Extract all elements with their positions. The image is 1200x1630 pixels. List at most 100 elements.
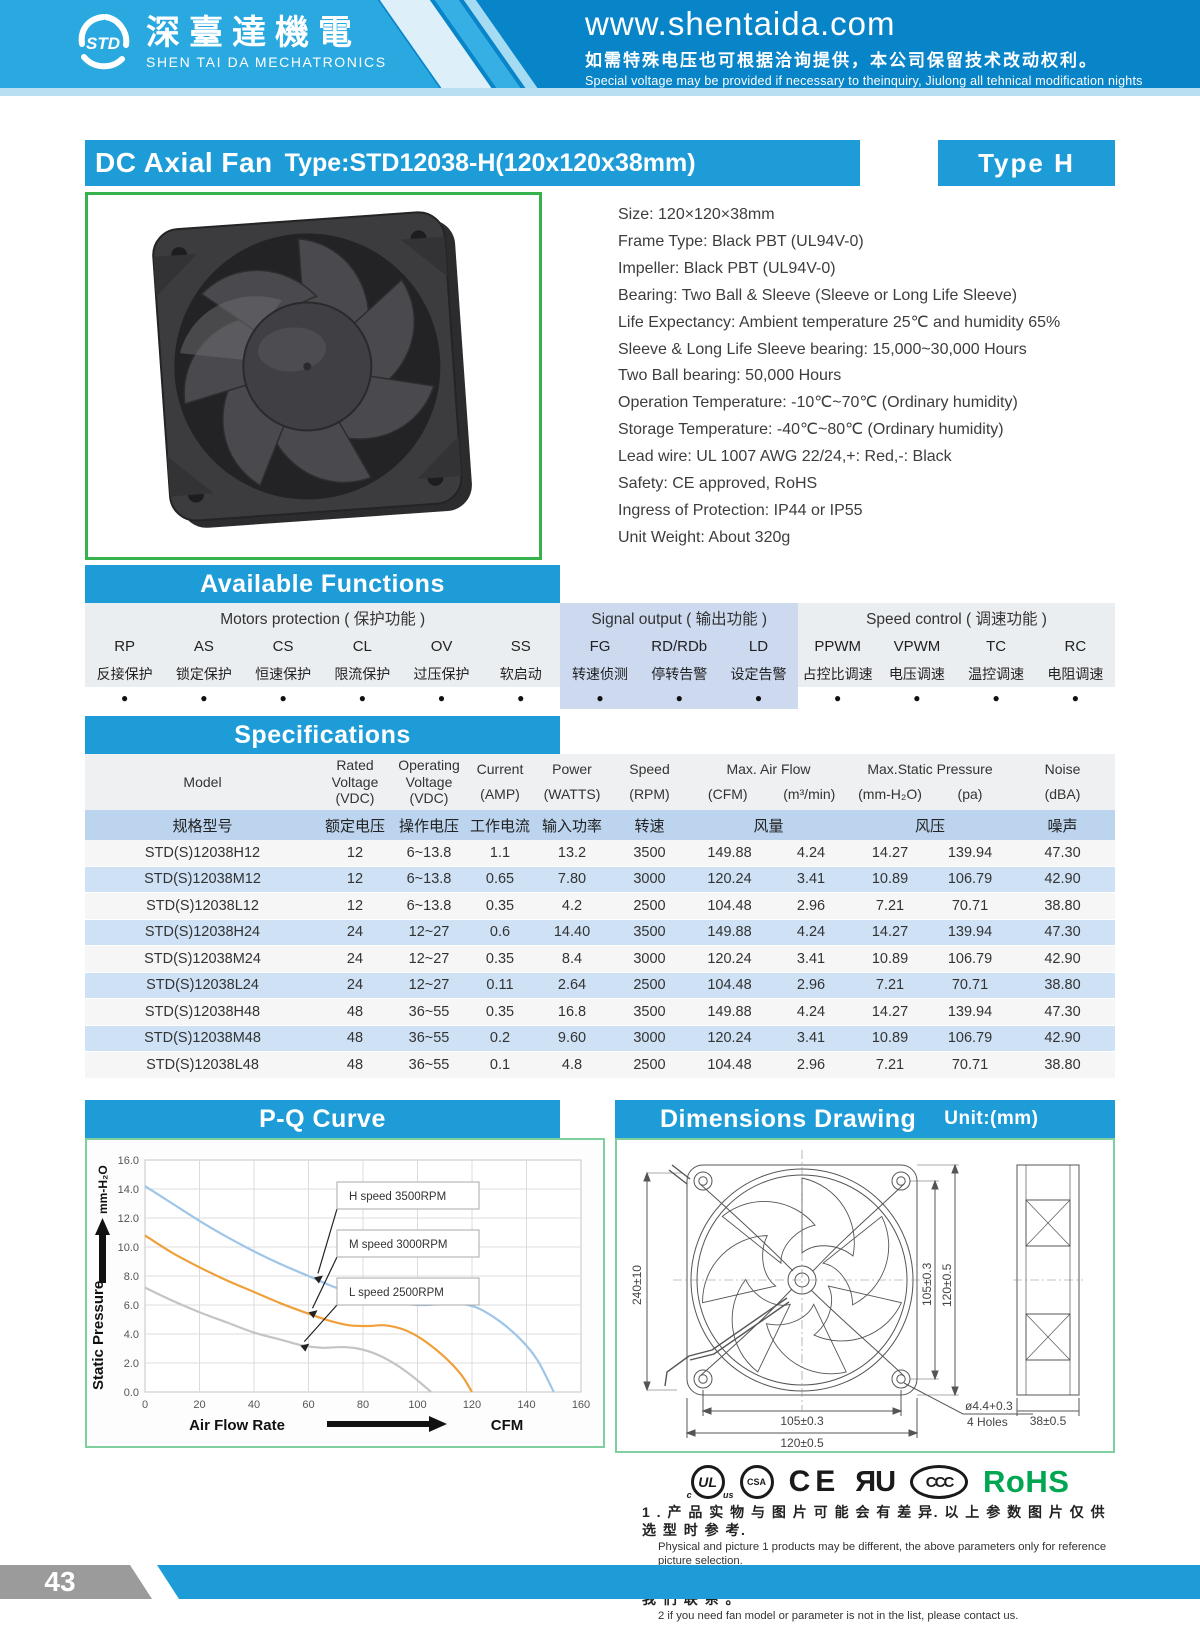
type-badge: Type H: [938, 140, 1115, 186]
value-cell: 3.41: [796, 871, 826, 888]
value-cell: 2.96: [796, 977, 826, 994]
function-dot: ●: [200, 691, 208, 705]
spec-header-row: Model Rated Voltage (VDC) Operating Voltage…: [85, 754, 1115, 810]
table-row: STD(S)12038M24 24 12~27 0.35 8.4 3000 120.24 3.…: [85, 946, 1115, 973]
value-cell: 4.24: [796, 844, 826, 861]
dim-depth: 38±0.5: [1030, 1414, 1067, 1428]
dimensions-drawing-box: 240±10 105±0.3 120±0.5 105±0.3 120±0.5 ø…: [615, 1138, 1115, 1453]
function-code: PPWM: [814, 638, 862, 655]
value-cell: 149.88: [707, 1003, 752, 1020]
overview-line: Life Expectancy: Ambient temperature 25℃…: [618, 313, 1061, 331]
value-cell: 13.2: [557, 844, 587, 861]
value-cell: 36~55: [408, 1003, 450, 1020]
value-cell: 7.21: [875, 897, 905, 914]
footer-bar: [157, 1565, 1200, 1599]
table-row: STD(S)12038L24 24 12~27 0.11 2.64 2500 104.48 2…: [85, 972, 1115, 999]
functions-group: Motors protection ( 保护功能 ) RP AS CS CL OV SS 反接…: [85, 603, 561, 709]
std-logo-text: STD: [86, 34, 120, 53]
function-dot: ●: [517, 691, 525, 705]
value-cell: 4.8: [561, 1056, 583, 1073]
value-cell: 6~13.8: [406, 844, 452, 861]
x-tick-label: 60: [302, 1399, 314, 1411]
x-tick-label: 0: [142, 1399, 148, 1411]
value-cell: 70.71: [951, 1056, 989, 1073]
function-dot: ●: [437, 691, 446, 705]
product-type: Type:STD12038-H(120x120x38mm): [284, 148, 696, 177]
value-cell: 0.35: [485, 950, 515, 967]
value-cell: 0.1: [489, 1056, 511, 1073]
table-row: STD(S)12038H24 24 12~27 0.6 14.40 3500 149.88 4…: [85, 919, 1115, 946]
function-dot: ●: [834, 691, 842, 705]
x-tick-label: 120: [463, 1399, 481, 1411]
value-cell: 12: [346, 897, 364, 914]
value-cell: 149.88: [707, 844, 752, 861]
rohs-mark: RoHS: [983, 1464, 1070, 1499]
model-cell: STD(S)12038H24: [144, 924, 261, 941]
brand-name-cn: 深臺達機電: [146, 13, 361, 52]
value-cell: 0.65: [485, 871, 515, 888]
function-dot: ●: [358, 691, 366, 705]
functions-table: Motors protection ( 保护功能 ) RP AS CS CL OV SS 反接…: [85, 603, 1115, 709]
dim-frame-height: 120±0.5: [940, 1263, 954, 1307]
function-label-cn: 占控比调速: [802, 665, 873, 682]
value-cell: 12~27: [408, 977, 450, 994]
y-tick-label: 14.0: [118, 1184, 139, 1196]
value-cell: 12: [346, 844, 364, 861]
value-cell: 2500: [633, 897, 666, 914]
legend-label: L speed 2500RPM: [349, 1287, 444, 1299]
value-cell: 0.2: [489, 1030, 511, 1047]
value-cell: 7.80: [557, 871, 587, 888]
col-airflow: Max. Air Flow (CFM) (m³/min): [707, 761, 836, 802]
overview-line: Lead wire: UL 1007 AWG 22/24,+: Red,-: B…: [618, 448, 952, 466]
value-cell: 38.80: [1044, 897, 1081, 914]
x-tick-label: 140: [517, 1399, 535, 1411]
dimensions-drawing: 240±10 105±0.3 120±0.5 105±0.3 120±0.5 ø…: [630, 1150, 1083, 1450]
model-cell: STD(S)12038L48: [146, 1056, 259, 1073]
function-label-cn: 软启动: [499, 665, 542, 682]
function-code: OV: [430, 638, 453, 655]
function-dot: ●: [675, 691, 683, 705]
value-cell: 7.21: [875, 977, 905, 994]
value-cell: 3.41: [796, 950, 826, 967]
value-cell: 10.89: [871, 1030, 909, 1047]
value-cell: 139.94: [947, 1003, 993, 1020]
value-cell: 4.24: [796, 1003, 826, 1020]
function-code: LD: [748, 638, 769, 655]
function-code: AS: [193, 638, 214, 655]
table-row: STD(S)12038M48 48 36~55 0.2 9.60 3000 120.24 3.…: [85, 1025, 1115, 1052]
value-cell: 24: [346, 977, 364, 994]
value-cell: 104.48: [707, 897, 752, 914]
model-cell: STD(S)12038H48: [144, 1003, 261, 1020]
page-title: DC Axial Fan Type:STD12038-H(120x120x38m…: [85, 140, 860, 186]
function-label-cn: 转速侦测: [571, 665, 628, 682]
curve-M: [144, 1234, 473, 1393]
function-label-cn: 限流保护: [334, 665, 391, 682]
value-cell: 14.27: [871, 924, 909, 941]
value-cell: 120.24: [707, 1030, 752, 1047]
ce-mark: CE: [788, 1465, 841, 1498]
function-code: RC: [1064, 638, 1087, 655]
dim-hole-dia: ø4.4+0.3: [965, 1399, 1013, 1413]
section-heading-dimensions: Dimensions Drawing Unit:(mm): [615, 1100, 1115, 1138]
value-cell: 7.21: [875, 1056, 905, 1073]
overview-line: Ingress of Protection: IP44 or IP55: [618, 501, 863, 519]
note-1-cn: 1 . 产 品 实 物 与 图 片 可 能 会 有 差 异. 以 上 参 数 图…: [642, 1504, 1107, 1538]
model-cell: STD(S)12038H12: [144, 844, 261, 861]
value-cell: 42.90: [1044, 1030, 1081, 1047]
function-code: TC: [986, 638, 1007, 655]
brand-name-en: SHEN TAI DA MECHATRONICS: [146, 53, 387, 70]
value-cell: 0.6: [489, 924, 511, 941]
col-noise: Noise (dBA): [1044, 761, 1081, 802]
value-cell: 2500: [633, 1056, 666, 1073]
value-cell: 24: [346, 924, 364, 941]
model-cell: STD(S)12038M48: [144, 1030, 261, 1047]
note-1-en: Physical and picture 1 products may be d…: [658, 1541, 1107, 1567]
overview-line: Unit Weight: About 320g: [618, 528, 791, 546]
value-cell: 0.11: [486, 977, 514, 994]
function-label-cn: 过压保护: [413, 665, 470, 682]
function-dot: ●: [279, 691, 287, 705]
function-label-cn: 停转告警: [651, 665, 708, 682]
value-cell: 3500: [633, 844, 666, 861]
value-cell: 0.35: [485, 1003, 515, 1020]
banner-divider: [0, 88, 1200, 96]
